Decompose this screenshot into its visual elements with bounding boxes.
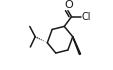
Text: Cl: Cl	[81, 12, 91, 22]
Text: O: O	[64, 0, 73, 10]
Polygon shape	[72, 37, 80, 55]
